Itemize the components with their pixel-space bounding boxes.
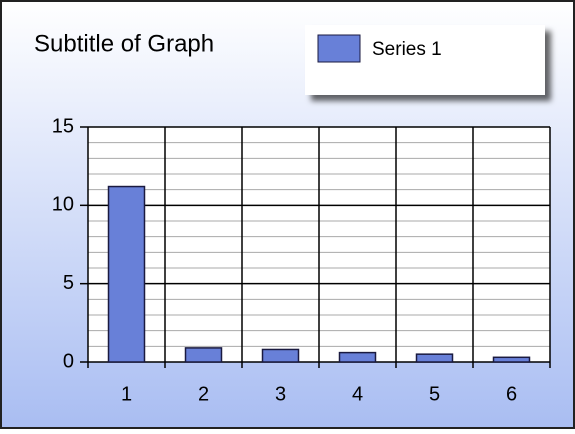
x-tick-label: 2: [198, 383, 209, 405]
y-tick-label: 15: [52, 115, 74, 137]
x-tick-label: 3: [275, 383, 286, 405]
legend-swatch: [317, 34, 361, 63]
x-tick-label: 6: [506, 383, 517, 405]
y-tick-label: 0: [63, 350, 74, 372]
x-tick-label: 5: [429, 383, 440, 405]
bar: [184, 347, 223, 363]
chart-title: Subtitle of Graph: [34, 30, 214, 57]
x-tick-label: 1: [121, 383, 132, 405]
y-tick-label: 10: [52, 194, 74, 216]
bar: [261, 348, 300, 363]
bar: [415, 353, 454, 363]
y-tick-label: 5: [63, 272, 74, 294]
x-tick-label: 4: [352, 383, 363, 405]
bar: [338, 351, 377, 363]
legend-label: Series 1: [372, 39, 442, 60]
bar: [492, 356, 531, 363]
bar: [107, 185, 146, 363]
